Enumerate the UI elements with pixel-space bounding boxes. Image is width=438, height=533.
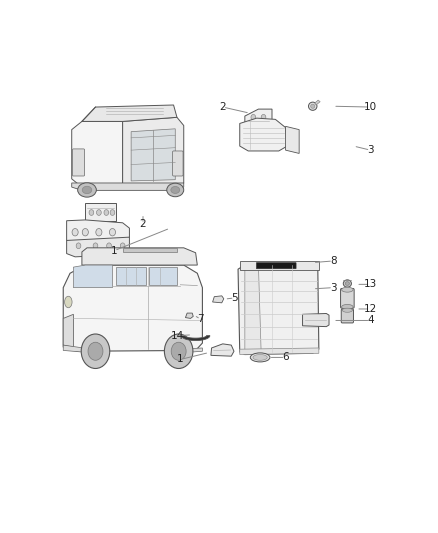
- Polygon shape: [131, 129, 175, 181]
- Ellipse shape: [250, 353, 270, 362]
- Polygon shape: [123, 117, 184, 188]
- Text: 3: 3: [367, 145, 374, 155]
- Polygon shape: [85, 204, 116, 221]
- Polygon shape: [185, 313, 193, 318]
- FancyBboxPatch shape: [256, 263, 296, 269]
- Polygon shape: [123, 248, 177, 252]
- Polygon shape: [149, 267, 177, 285]
- FancyBboxPatch shape: [341, 288, 354, 308]
- Polygon shape: [74, 265, 113, 288]
- Ellipse shape: [253, 354, 267, 360]
- Polygon shape: [181, 336, 210, 341]
- FancyBboxPatch shape: [341, 309, 353, 323]
- Text: 2: 2: [140, 219, 146, 229]
- Polygon shape: [116, 267, 146, 285]
- Polygon shape: [286, 126, 299, 154]
- Polygon shape: [63, 345, 92, 353]
- Polygon shape: [72, 122, 123, 187]
- Ellipse shape: [345, 281, 350, 285]
- Circle shape: [72, 229, 78, 236]
- Polygon shape: [303, 313, 329, 327]
- Ellipse shape: [343, 280, 351, 287]
- Ellipse shape: [342, 308, 353, 312]
- Ellipse shape: [82, 186, 92, 193]
- Polygon shape: [238, 265, 319, 354]
- Polygon shape: [245, 265, 261, 353]
- Circle shape: [164, 334, 193, 368]
- Text: 8: 8: [330, 256, 336, 266]
- Ellipse shape: [78, 183, 96, 197]
- Polygon shape: [245, 109, 272, 126]
- Circle shape: [89, 209, 94, 215]
- Ellipse shape: [171, 187, 180, 193]
- Polygon shape: [67, 220, 130, 243]
- Text: 1: 1: [177, 354, 184, 365]
- Polygon shape: [240, 118, 287, 151]
- Circle shape: [82, 229, 88, 236]
- Text: 1: 1: [111, 246, 117, 256]
- FancyBboxPatch shape: [173, 151, 183, 176]
- Polygon shape: [211, 344, 234, 356]
- Ellipse shape: [342, 287, 353, 292]
- Text: 10: 10: [364, 102, 377, 112]
- Ellipse shape: [342, 304, 353, 309]
- Text: 6: 6: [282, 352, 289, 362]
- Circle shape: [81, 334, 110, 368]
- Text: 14: 14: [170, 330, 184, 341]
- Circle shape: [261, 115, 266, 120]
- Ellipse shape: [308, 102, 317, 110]
- Polygon shape: [82, 248, 197, 265]
- Polygon shape: [180, 348, 202, 353]
- Circle shape: [93, 243, 98, 248]
- Polygon shape: [82, 105, 177, 122]
- Circle shape: [251, 115, 256, 120]
- Circle shape: [76, 243, 81, 248]
- Polygon shape: [72, 183, 184, 190]
- Polygon shape: [240, 261, 319, 270]
- Circle shape: [96, 209, 101, 215]
- Ellipse shape: [311, 104, 315, 108]
- Text: 13: 13: [364, 279, 377, 289]
- Text: 2: 2: [219, 102, 226, 112]
- Ellipse shape: [167, 183, 184, 197]
- Ellipse shape: [64, 296, 72, 308]
- Polygon shape: [315, 100, 320, 105]
- Text: 5: 5: [231, 293, 238, 303]
- Text: 3: 3: [330, 282, 336, 293]
- Circle shape: [171, 342, 186, 360]
- Circle shape: [110, 209, 115, 215]
- Polygon shape: [63, 265, 202, 351]
- Circle shape: [107, 243, 111, 248]
- Text: 7: 7: [198, 314, 204, 324]
- Circle shape: [96, 229, 102, 236]
- Polygon shape: [63, 314, 74, 347]
- Polygon shape: [212, 296, 224, 303]
- Circle shape: [88, 342, 103, 360]
- Polygon shape: [240, 348, 319, 354]
- Circle shape: [110, 229, 116, 236]
- Text: 4: 4: [367, 316, 374, 326]
- Polygon shape: [67, 237, 130, 257]
- Circle shape: [104, 209, 109, 215]
- Text: 12: 12: [364, 304, 377, 314]
- FancyBboxPatch shape: [72, 149, 85, 176]
- Circle shape: [120, 243, 125, 248]
